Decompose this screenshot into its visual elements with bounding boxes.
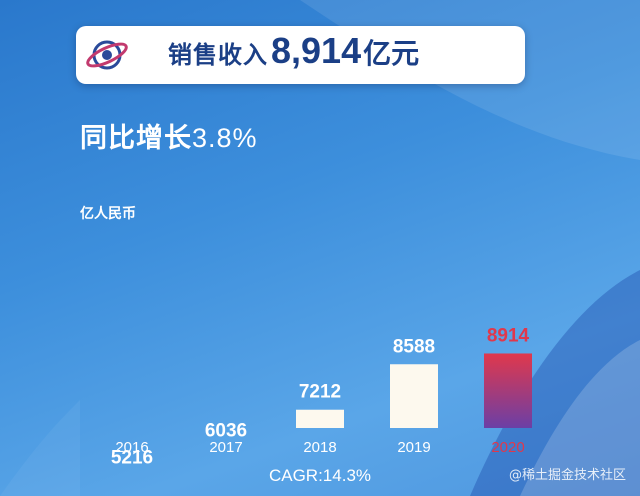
title-banner: 销售收入 8,914 亿元 bbox=[76, 26, 525, 84]
value-label-2016: 5216 bbox=[111, 448, 153, 469]
y-axis-unit-label: 亿人民币 bbox=[80, 206, 136, 222]
value-label-2018: 7212 bbox=[299, 382, 341, 403]
bar-2018 bbox=[296, 409, 344, 428]
x-tick-2018: 2018 bbox=[303, 439, 336, 456]
bar-2019 bbox=[390, 364, 438, 428]
watermark: @稀土掘金技术社区 bbox=[508, 468, 626, 483]
cagr-label: CAGR:14.3% bbox=[268, 466, 372, 485]
title-prefix: 销售收入 bbox=[168, 41, 268, 69]
growth-label: 同比增长 bbox=[80, 123, 192, 154]
planet-logo-icon bbox=[86, 40, 128, 70]
growth-headline: 同比增长3.8% bbox=[80, 116, 258, 155]
title-value: 8,914 bbox=[271, 30, 362, 71]
value-label-2019: 8588 bbox=[393, 336, 435, 357]
page-title: 销售收入 8,914 亿元 bbox=[168, 30, 419, 80]
growth-value: 3.8% bbox=[192, 123, 258, 153]
x-tick-2017: 2017 bbox=[209, 439, 242, 456]
x-tick-2019: 2019 bbox=[397, 439, 430, 456]
x-tick-2016: 2016 bbox=[115, 439, 148, 456]
value-label-2020: 8914 bbox=[487, 325, 530, 346]
value-label-2017: 6036 bbox=[205, 421, 247, 442]
title-unit: 亿元 bbox=[363, 37, 420, 70]
x-tick-2020: 2020 bbox=[491, 439, 524, 456]
bar-2020 bbox=[484, 353, 532, 428]
